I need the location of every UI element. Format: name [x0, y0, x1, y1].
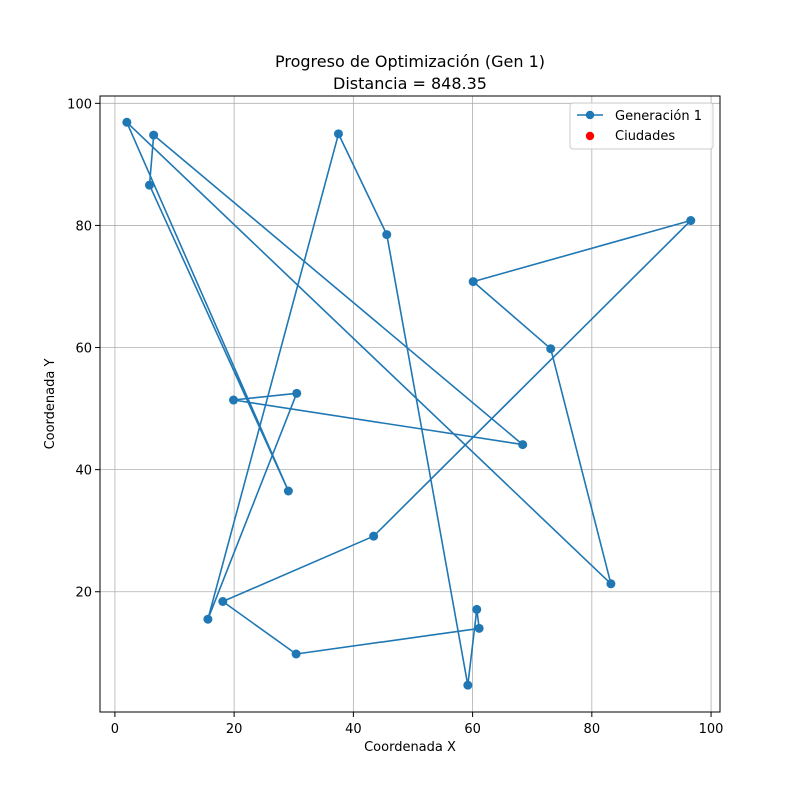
city-point	[606, 579, 616, 589]
city-point	[369, 531, 379, 541]
city-point	[546, 344, 556, 354]
chart-title: Progreso de Optimización (Gen 1)	[275, 52, 545, 71]
city-point	[474, 623, 484, 633]
x-tick-label: 100	[699, 722, 724, 737]
x-tick-label: 20	[226, 722, 243, 737]
chart-subtitle: Distancia = 848.35	[333, 74, 487, 93]
legend-cities-label: Ciudades	[615, 129, 675, 144]
legend: Generación 1 Ciudades	[569, 102, 714, 150]
city-point	[468, 277, 478, 287]
y-axis-ticks: 20 40 60 80 100	[67, 97, 100, 601]
y-tick-label: 60	[75, 342, 92, 357]
city-point	[292, 388, 302, 398]
city-point	[229, 395, 239, 405]
legend-cities-marker	[585, 131, 595, 141]
y-tick-label: 80	[75, 219, 92, 234]
legend-box	[569, 102, 714, 150]
city-point	[291, 649, 301, 659]
city-point	[149, 130, 159, 140]
city-point	[333, 129, 343, 139]
city-point	[472, 604, 482, 614]
y-tick-label: 100	[67, 97, 92, 112]
x-axis-label: Coordenada X	[364, 740, 456, 755]
y-tick-label: 40	[75, 464, 92, 479]
city-point	[686, 216, 696, 226]
city-point	[283, 486, 293, 496]
x-axis-ticks: 0 20 40 60 80 100	[111, 712, 724, 737]
city-point	[518, 440, 528, 450]
legend-route-marker	[585, 110, 595, 120]
points-layer	[122, 117, 696, 690]
city-point	[144, 180, 154, 190]
city-point	[203, 614, 213, 624]
x-tick-label: 0	[111, 722, 119, 737]
legend-route-label: Generación 1	[615, 109, 702, 124]
city-point	[382, 230, 392, 240]
x-tick-label: 80	[584, 722, 601, 737]
y-tick-label: 20	[75, 586, 92, 601]
city-point	[218, 596, 228, 606]
y-axis-label: Coordenada Y	[43, 359, 58, 450]
city-point	[463, 680, 473, 690]
x-tick-label: 60	[464, 722, 481, 737]
x-tick-label: 40	[345, 722, 362, 737]
plot-frame	[99, 95, 721, 713]
city-point	[122, 117, 132, 127]
